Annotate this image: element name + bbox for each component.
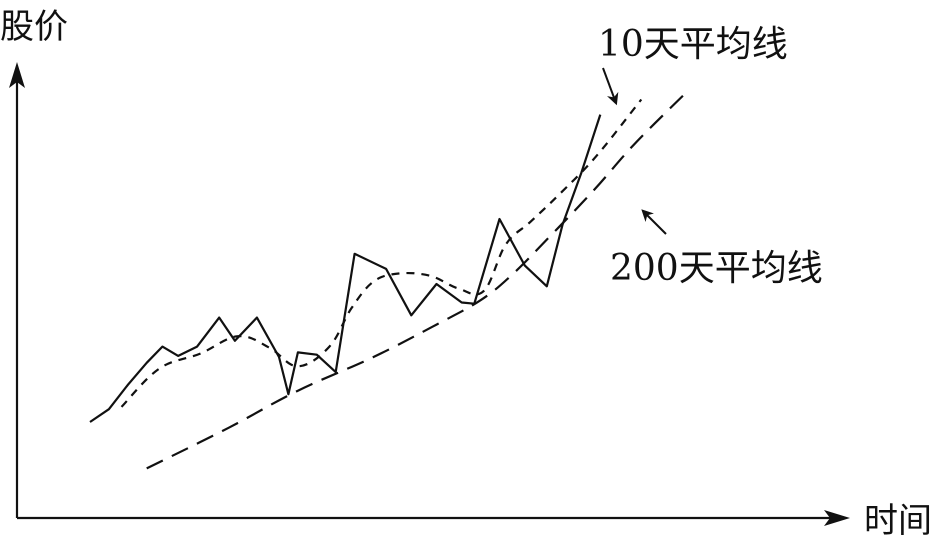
annotation-ma10: 10天平均线 [598,24,788,106]
y-axis-arrowhead [9,62,25,88]
y-axis-title: 股价 [0,7,68,47]
annotation-ma200-label: 200天平均线 [610,248,823,289]
annotation-ma10-label: 10天平均线 [598,24,788,65]
annotation-ma200: 200天平均线 [610,209,823,289]
price-series-line [89,114,602,423]
axes [9,62,850,526]
series-layer [89,89,690,470]
annotation-ma10-arrow [602,67,619,106]
x-axis-title: 时间 [864,501,932,541]
ma200-series-line [146,89,690,470]
annotation-ma200-arrow [641,209,667,235]
ma10-series-line [120,98,643,408]
x-axis-arrowhead [824,510,850,526]
